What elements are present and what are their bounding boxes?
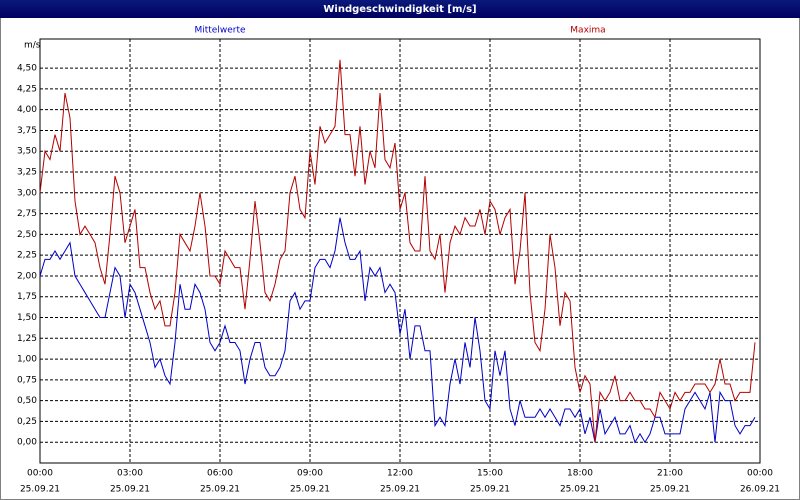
y-tick-label: 1,25	[17, 334, 37, 344]
x-tick-label: 06:00	[207, 469, 233, 479]
y-tick-label: 1,75	[17, 292, 37, 302]
x-tick-date: 25.09.21	[650, 485, 690, 495]
y-tick-label: 3,25	[17, 168, 37, 178]
x-tick-label: 03:00	[117, 469, 143, 479]
y-tick-label: 1,50	[17, 313, 37, 323]
x-tick-label: 15:00	[477, 469, 503, 479]
y-tick-label: 3,00	[17, 188, 37, 198]
y-tick-label: 4,00	[17, 105, 37, 115]
x-tick-label: 12:00	[387, 469, 413, 479]
x-tick-label: 21:00	[657, 469, 683, 479]
chart-title: Windgeschwindigkeit [m/s]	[323, 4, 476, 15]
y-tick-label: 4,50	[17, 64, 37, 74]
x-tick-label: 00:00	[747, 469, 773, 479]
y-tick-label: 2,00	[17, 271, 37, 281]
y-tick-label: 0,50	[17, 396, 37, 406]
legend-entry: Maxima	[570, 26, 605, 36]
y-tick-label: 4,25	[17, 84, 37, 94]
y-tick-label: 3,50	[17, 147, 37, 157]
y-tick-label: 0,75	[17, 375, 37, 385]
y-tick-label: 3,75	[17, 126, 37, 136]
x-tick-label: 00:00	[27, 469, 53, 479]
x-tick-date: 25.09.21	[20, 485, 60, 495]
y-tick-label: 2,25	[17, 251, 37, 261]
x-tick-label: 18:00	[567, 469, 593, 479]
x-tick-label: 09:00	[297, 469, 323, 479]
plot-frame	[39, 38, 761, 464]
data-line	[39, 59, 756, 443]
y-tick-label: 2,50	[17, 230, 37, 240]
title-bar	[0, 0, 800, 18]
y-tick-label: 2,75	[17, 209, 37, 219]
y-axis-label: m/s	[24, 41, 41, 51]
x-tick-date: 25.09.21	[470, 485, 510, 495]
y-tick-label: 1,00	[17, 355, 37, 365]
x-tick-date: 25.09.21	[200, 485, 240, 495]
x-tick-date: 25.09.21	[380, 485, 420, 495]
y-tick-label: 0,25	[17, 417, 37, 427]
x-tick-date: 25.09.21	[560, 485, 600, 495]
data-line	[39, 217, 756, 444]
x-tick-date: 25.09.21	[290, 485, 330, 495]
legend-entry: Mittelwerte	[194, 26, 245, 36]
x-tick-date: 25.09.21	[110, 485, 150, 495]
x-tick-date: 26.09.21	[740, 485, 780, 495]
y-tick-label: 0,00	[17, 438, 37, 448]
